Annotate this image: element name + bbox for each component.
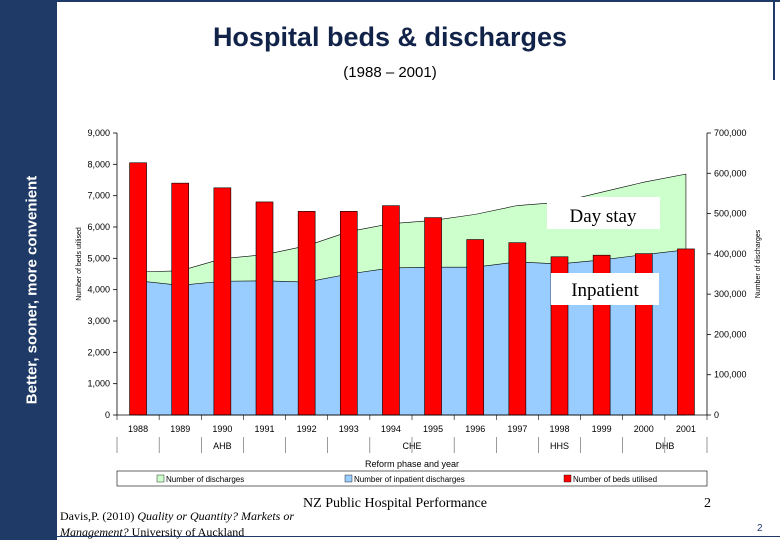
left-tick-label: 5,000 <box>87 253 110 263</box>
right-axis-ticks: 0 100,000 200,000 300,000 400,000 500,000 600,… <box>707 128 747 420</box>
left-tick-label: 3,000 <box>87 316 110 326</box>
legend-inpatient-discharges: Number of inpatient discharges <box>344 474 465 484</box>
x-tick-label: 1991 <box>254 424 274 434</box>
legend-box <box>116 470 708 487</box>
footer-number: 2 <box>704 496 711 511</box>
bar-beds-utilised <box>255 201 274 416</box>
right-tick-label: 300,000 <box>714 289 747 299</box>
left-tick-label: 2,000 <box>87 347 110 357</box>
right-tick-label: 700,000 <box>714 128 747 138</box>
slide-subtitle: (1988 – 2001) <box>343 64 437 81</box>
citation-title-cont: Management? <box>60 525 129 539</box>
x-tick-label: 2001 <box>676 424 696 434</box>
citation-title: Quality or Quantity? Markets or <box>137 509 294 523</box>
bar-beds-utilised <box>171 182 190 416</box>
bar-beds-utilised <box>382 205 400 416</box>
right-axis-title: Number of discharges <box>755 229 762 298</box>
left-tick-label: 4,000 <box>87 285 110 295</box>
area-series <box>137 173 687 416</box>
bar-beds-utilised <box>677 248 695 416</box>
legend-swatch-inpatient <box>344 474 353 483</box>
day-stay-label: Day stay <box>569 206 637 227</box>
legend-discharges: Number of discharges <box>156 474 244 484</box>
x-tick-label: 1994 <box>381 424 401 434</box>
bar-beds-utilised <box>297 211 316 416</box>
left-tick-label: 7,000 <box>87 191 110 201</box>
x-tick-label: 1988 <box>128 424 148 434</box>
day-stay-label-box <box>547 197 660 229</box>
left-axis-title: Number of beds utilised <box>76 227 83 301</box>
x-tick-label: 1990 <box>212 424 232 434</box>
right-tick-label: 100,000 <box>714 370 747 380</box>
bar-beds-utilised <box>339 211 358 416</box>
right-tick-label: 200,000 <box>714 329 747 339</box>
title-rule <box>57 0 780 2</box>
bar-beds-utilised <box>129 162 147 416</box>
citation-publisher: University of Auckland <box>128 525 245 539</box>
bar-beds-utilised <box>508 242 527 416</box>
legend-swatch-beds <box>563 474 572 483</box>
x-tick-label: 1993 <box>339 424 359 434</box>
x-tick-label: 1996 <box>465 424 485 434</box>
left-axis-ticks: 0 1,000 2,000 3,000 4,000 5,000 6,000 7,000 8,00… <box>87 128 117 420</box>
left-tick-label: 9,000 <box>87 128 110 138</box>
x-tick-label: 1992 <box>297 424 317 434</box>
legend-label-discharges: Number of discharges <box>166 475 244 484</box>
title-box-edge <box>773 0 775 80</box>
legend-label-inpatient: Number of inpatient discharges <box>354 475 465 484</box>
right-tick-label: 0 <box>714 410 719 420</box>
phase-label: HHS <box>550 441 569 451</box>
sidebar: Better, sooner, more convenient <box>0 0 57 540</box>
inpatient-label-box <box>551 273 659 305</box>
x-tick-label: 1995 <box>423 424 443 434</box>
bar-beds-utilised <box>466 239 485 416</box>
x-axis-title: Reform phase and year <box>365 459 459 469</box>
x-tick-label: 1999 <box>592 424 612 434</box>
right-tick-label: 400,000 <box>714 249 747 259</box>
bar-beds-utilised <box>424 217 442 416</box>
x-axis-tick-labels: 1988 1989 1990 1991 1992 1993 1994 1995 1996 1997… <box>116 415 708 434</box>
page-number: 2 <box>757 523 763 534</box>
chart: 0 1,000 2,000 3,000 4,000 5,000 6,000 7,000 8,00… <box>76 128 762 487</box>
legend-swatch-discharges <box>156 474 165 483</box>
bar-beds-utilised <box>213 187 232 416</box>
footer-center-text: NZ Public Hospital Performance <box>303 496 487 511</box>
citation: Davis,P. (2010) Quality or Quantity? Mar… <box>60 508 294 540</box>
left-tick-label: 1,000 <box>87 379 110 389</box>
bar-series <box>129 162 695 416</box>
left-tick-label: 0 <box>105 410 110 420</box>
x-tick-label: 2000 <box>634 424 654 434</box>
inpatient-label: Inpatient <box>571 280 639 301</box>
x-tick-label: 1997 <box>507 424 527 434</box>
left-tick-label: 6,000 <box>87 222 110 232</box>
legend-label-beds: Number of beds utilised <box>573 475 657 484</box>
legend-beds: Number of beds utilised <box>563 474 657 484</box>
right-tick-label: 600,000 <box>714 168 747 178</box>
left-tick-label: 8,000 <box>87 159 110 169</box>
x-tick-label: 1989 <box>170 424 190 434</box>
bottom-rule <box>57 536 780 537</box>
citation-author: Davis,P. (2010) <box>60 509 138 523</box>
slide-title: Hospital beds & discharges <box>212 22 568 52</box>
phase-labels: AHB CHE HHS DHB <box>116 437 708 453</box>
x-tick-label: 1998 <box>549 424 569 434</box>
right-tick-label: 500,000 <box>714 209 747 219</box>
sidebar-slogan: Better, sooner, more convenient <box>23 175 41 405</box>
phase-label: AHB <box>213 441 232 451</box>
